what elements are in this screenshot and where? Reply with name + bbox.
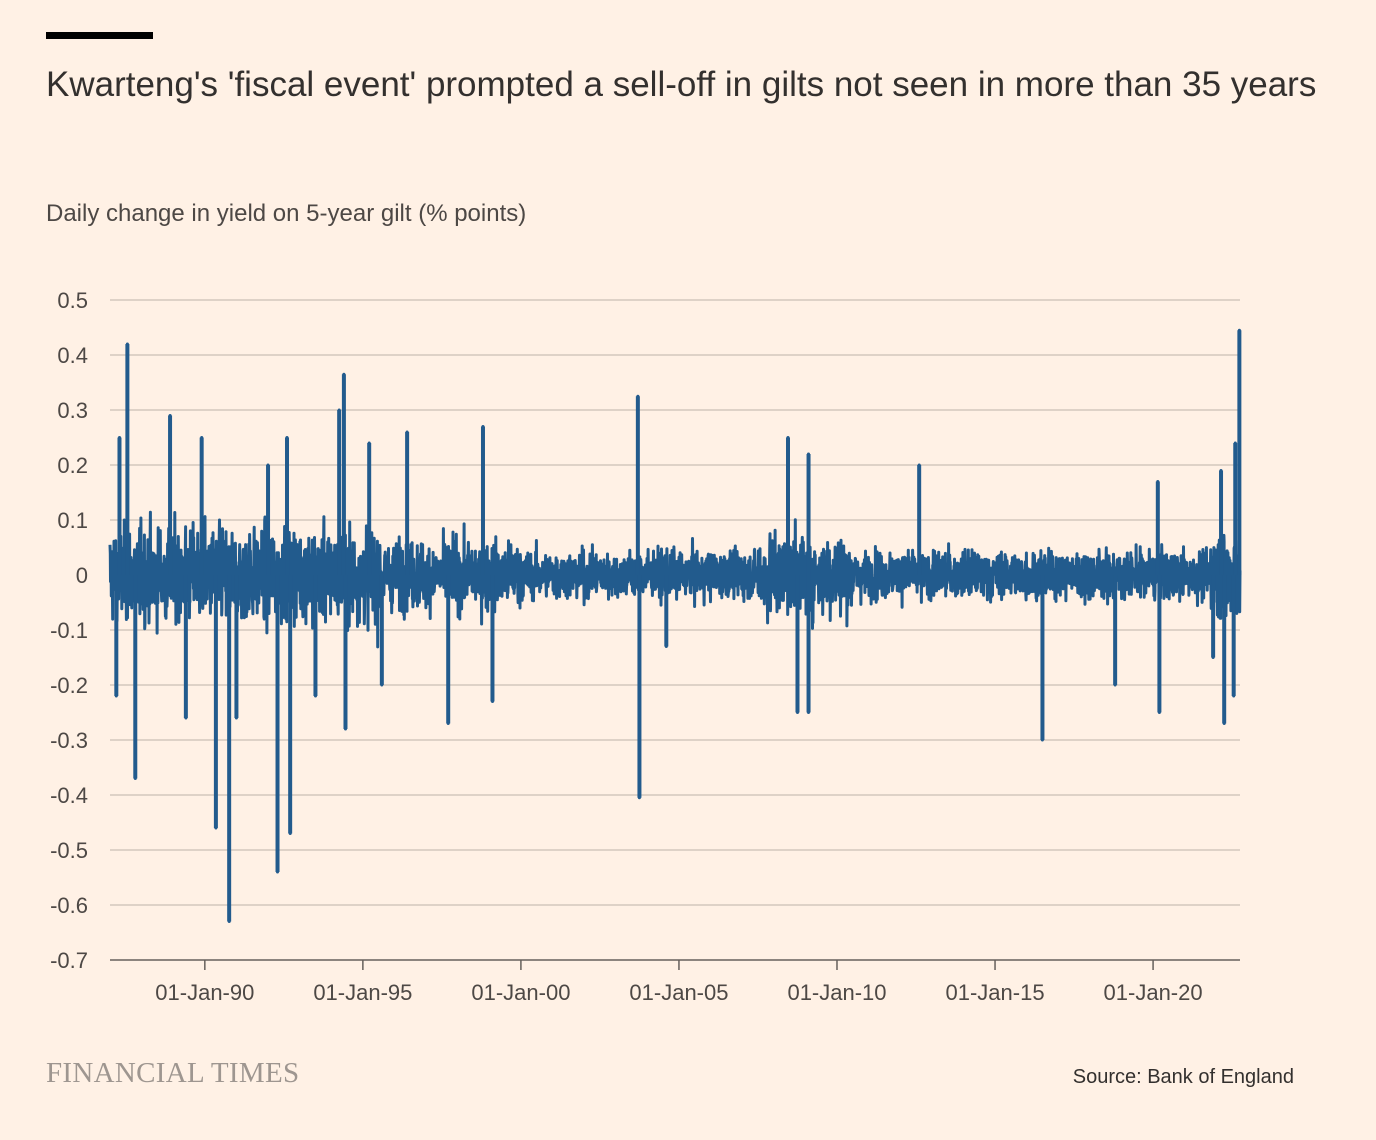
- chart-title: Kwarteng's 'fiscal event' prompted a sel…: [46, 65, 1317, 104]
- y-tick-label: 0.3: [57, 398, 88, 423]
- x-tick-label: 01-Jan-00: [471, 980, 570, 1005]
- y-tick-label: 0.5: [57, 288, 88, 313]
- y-tick-label: 0: [76, 563, 88, 588]
- series-line: [108, 328, 1242, 923]
- y-tick-label: -0.2: [50, 673, 88, 698]
- y-tick-label: -0.4: [50, 783, 88, 808]
- x-tick-label: 01-Jan-95: [313, 980, 412, 1005]
- y-tick-label: 0.4: [57, 343, 88, 368]
- x-tick-label: 01-Jan-15: [945, 980, 1044, 1005]
- y-tick-label: 0.1: [57, 508, 88, 533]
- series-group: [108, 328, 1242, 923]
- x-tick-label: 01-Jan-10: [787, 980, 886, 1005]
- x-tick-label: 01-Jan-20: [1104, 980, 1203, 1005]
- y-tick-label: -0.5: [50, 838, 88, 863]
- x-tick-label: 01-Jan-05: [629, 980, 728, 1005]
- y-tick-label: -0.6: [50, 893, 88, 918]
- y-axis-labels: 0.5 0.4 0.3 0.2 0.1 0 -0.1 -0.2 -0.3 -0.4 -0.5 -0.6…: [50, 288, 88, 973]
- x-axis: 01-Jan-90 01-Jan-95 01-Jan-00 01-Jan-05 01-J…: [155, 960, 1203, 1005]
- source-note: Source: Bank of England: [1072, 1066, 1294, 1088]
- x-tick-label: 01-Jan-90: [155, 980, 254, 1005]
- gridlines: [110, 299, 1240, 961]
- y-tick-label: -0.1: [50, 618, 88, 643]
- ft-logo: FINANCIAL TIMES: [46, 1057, 300, 1089]
- y-tick-label: -0.7: [50, 948, 88, 973]
- header-rule: [46, 32, 153, 39]
- chart-subtitle: Daily change in yield on 5-year gilt (% …: [46, 200, 527, 227]
- y-tick-label: 0.2: [57, 453, 88, 478]
- y-tick-label: -0.3: [50, 728, 88, 753]
